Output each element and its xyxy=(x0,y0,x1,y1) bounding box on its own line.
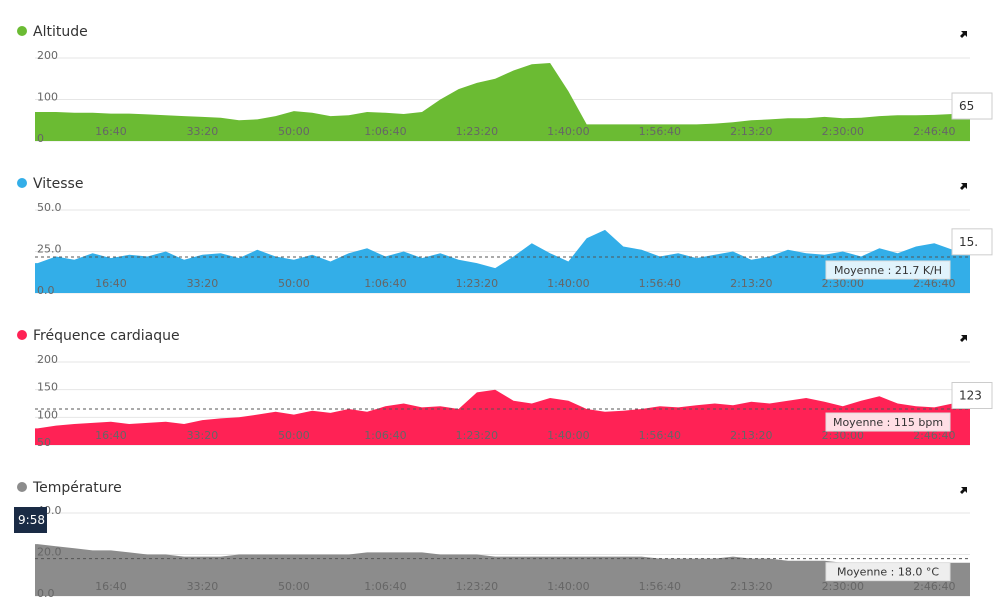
average-label: Moyenne : 21.7 K/H xyxy=(834,264,942,277)
expand-icon[interactable] xyxy=(958,31,967,38)
average-label: Moyenne : 18.0 °C xyxy=(837,566,939,579)
x-tick-label: 2:30:00 xyxy=(822,277,864,290)
x-tick-label: 50:00 xyxy=(278,580,310,593)
area xyxy=(35,389,970,445)
expand-icons xyxy=(958,31,967,494)
value-flag-label: 65 xyxy=(959,99,974,113)
cursor-box xyxy=(14,507,47,533)
x-tick-label: 1:23:20 xyxy=(456,580,498,593)
x-tick-label: 1:40:00 xyxy=(547,125,589,138)
x-tick-label: 2:30:00 xyxy=(822,429,864,442)
expand-icon[interactable] xyxy=(960,335,967,342)
x-tick-label: 16:40 xyxy=(95,429,127,442)
x-tick-label: 1:23:20 xyxy=(456,277,498,290)
y-tick-label: 100 xyxy=(37,91,58,104)
y-tick-label: 200 xyxy=(37,353,58,366)
x-tick-label: 1:56:40 xyxy=(639,125,681,138)
y-tick-label: 0 xyxy=(37,132,44,145)
x-tick-label: 1:06:40 xyxy=(364,125,406,138)
cursor-label: 9:58 xyxy=(18,513,45,527)
average-label: Moyenne : 115 bpm xyxy=(833,416,943,429)
average-box xyxy=(825,260,951,280)
x-tick-label: 33:20 xyxy=(187,277,219,290)
x-tick-label: 2:46:40 xyxy=(913,429,955,442)
y-tick-label: 150 xyxy=(37,381,58,394)
x-tick-label: 1:56:40 xyxy=(639,429,681,442)
average-box xyxy=(825,562,951,582)
legend-dot xyxy=(17,482,27,492)
legend-dot xyxy=(17,178,27,188)
x-tick-label: 50:00 xyxy=(278,277,310,290)
chart-title: Température xyxy=(32,480,122,496)
area xyxy=(35,63,970,141)
legend-dot xyxy=(17,330,27,340)
x-tick-label: 1:06:40 xyxy=(364,580,406,593)
x-tick-label: 2:30:00 xyxy=(822,580,864,593)
y-tick-label: 200 xyxy=(37,49,58,62)
x-tick-label: 33:20 xyxy=(187,125,219,138)
x-tick-label: 1:40:00 xyxy=(547,277,589,290)
value-flag xyxy=(951,228,993,256)
x-tick-label: 2:46:40 xyxy=(913,125,955,138)
average-box xyxy=(825,412,951,432)
x-tick-label: 16:40 xyxy=(95,580,127,593)
value-flag xyxy=(951,92,993,120)
x-tick-label: 1:06:40 xyxy=(364,277,406,290)
x-tick-label: 1:40:00 xyxy=(547,580,589,593)
x-tick-label: 33:20 xyxy=(187,429,219,442)
expand-icon[interactable] xyxy=(960,183,967,190)
x-tick-label: 1:06:40 xyxy=(364,429,406,442)
x-tick-label: 2:30:00 xyxy=(822,125,864,138)
x-tick-label: 16:40 xyxy=(95,125,127,138)
x-tick-label: 1:23:20 xyxy=(456,125,498,138)
y-tick-label: 20.0 xyxy=(37,546,62,559)
x-tick-label: 2:13:20 xyxy=(730,277,772,290)
x-tick-label: 1:40:00 xyxy=(547,429,589,442)
y-tick-label: 50.0 xyxy=(37,201,62,214)
chart-title: Vitesse xyxy=(33,176,83,192)
x-tick-label: 1:56:40 xyxy=(639,580,681,593)
x-tick-label: 33:20 xyxy=(187,580,219,593)
y-tick-label: 50 xyxy=(37,436,51,449)
x-tick-label: 1:56:40 xyxy=(639,277,681,290)
x-tick-label: 2:46:40 xyxy=(913,580,955,593)
x-tick-label: 2:13:20 xyxy=(730,125,772,138)
expand-icon[interactable] xyxy=(960,487,967,494)
area xyxy=(35,544,970,596)
x-tick-label: 2:13:20 xyxy=(730,580,772,593)
value-flag-label: 15. xyxy=(959,235,978,249)
value-flag xyxy=(951,382,993,409)
chart-title: Fréquence cardiaque xyxy=(33,328,180,344)
x-tick-label: 50:00 xyxy=(278,429,310,442)
x-tick-label: 1:23:20 xyxy=(456,429,498,442)
legend-dot xyxy=(17,26,27,36)
chart-title: Altitude xyxy=(33,24,88,40)
y-tick-label: 0.0 xyxy=(37,284,55,297)
x-tick-label: 2:13:20 xyxy=(730,429,772,442)
x-tick-label: 16:40 xyxy=(95,277,127,290)
y-tick-label: 0.0 xyxy=(37,587,55,600)
value-flag-label: 123 xyxy=(959,389,982,403)
y-tick-label: 100 xyxy=(37,408,58,421)
area xyxy=(35,229,970,293)
x-tick-label: 50:00 xyxy=(278,125,310,138)
y-tick-label: 25.0 xyxy=(37,243,62,256)
x-tick-label: 2:46:40 xyxy=(913,277,955,290)
